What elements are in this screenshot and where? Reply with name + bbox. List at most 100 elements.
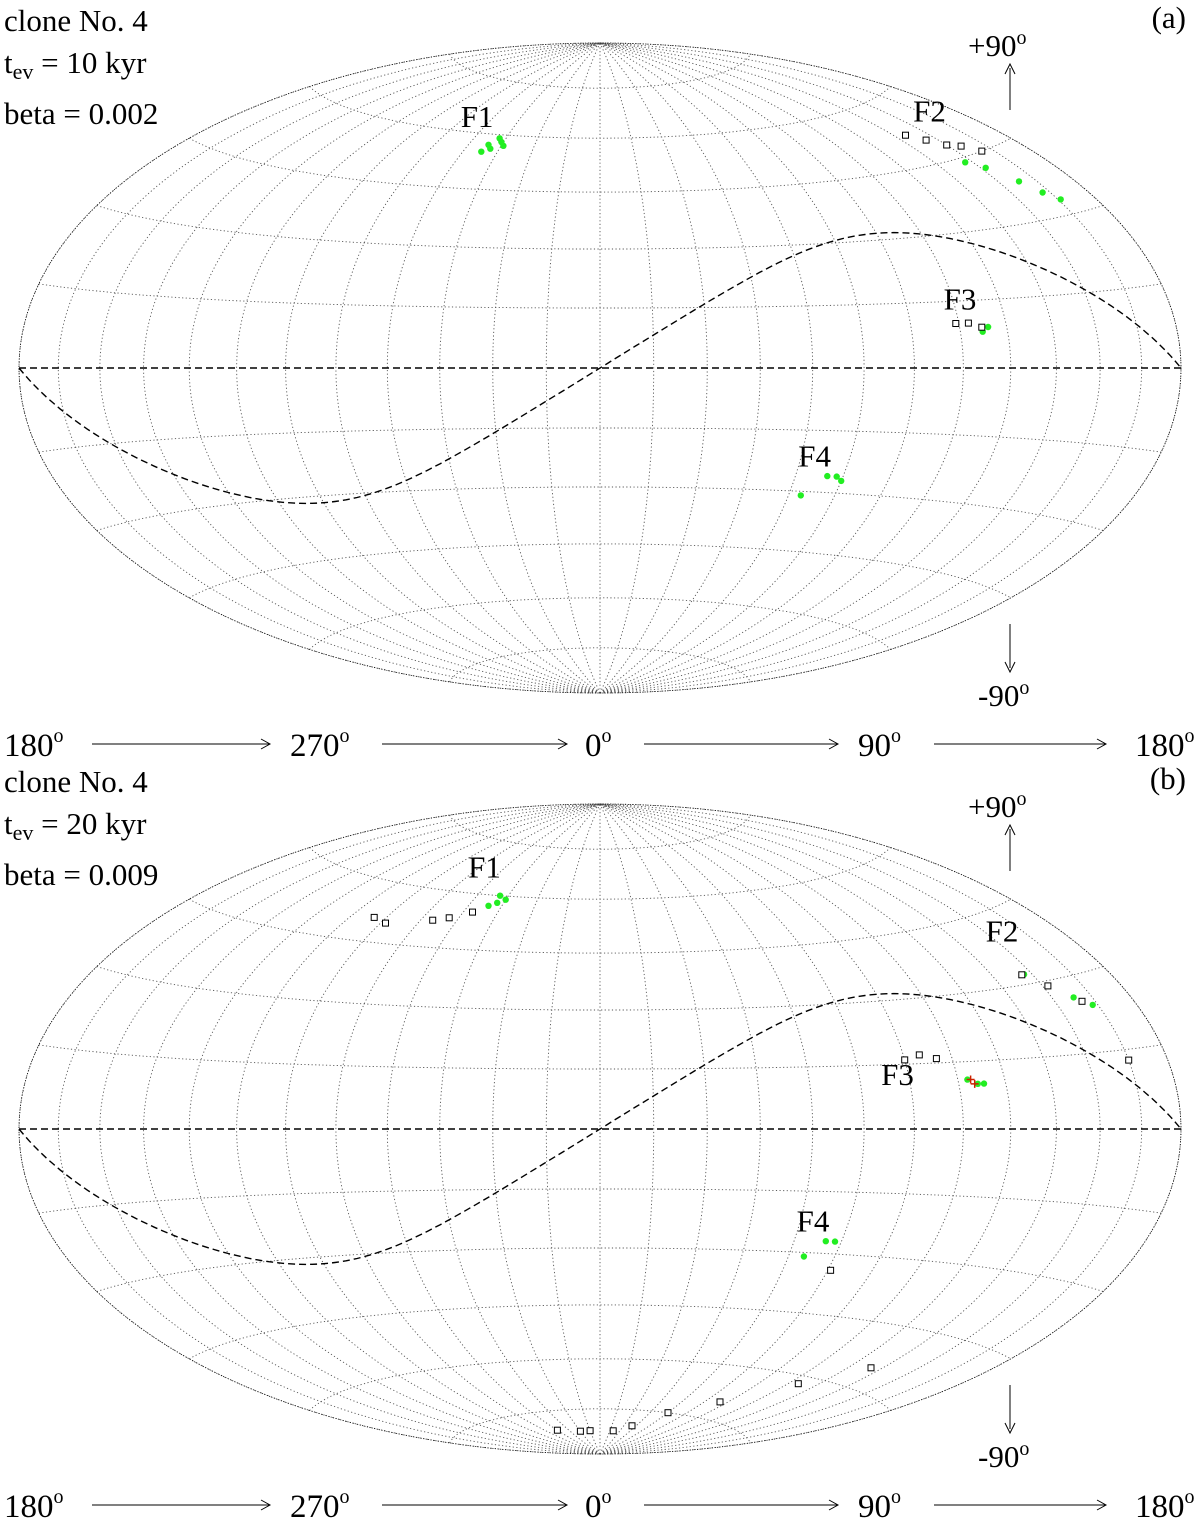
- data-point: [980, 1080, 988, 1087]
- feature-label-f4: F4: [797, 1204, 830, 1239]
- meridian: [599, 42, 915, 694]
- axis-arrowhead: [1096, 1499, 1108, 1511]
- parallel: [38, 1188, 1162, 1214]
- data-point: [494, 899, 501, 906]
- parallel: [309, 847, 891, 900]
- data-point: [576, 1427, 584, 1435]
- meridian: [439, 42, 601, 694]
- degree-mark: o: [1185, 1486, 1195, 1508]
- panel-b: F1 F2 F3 F4 +90o -90o 180o 270o 0o 90o 180o clone …: [0, 761, 1200, 1522]
- data-point: [502, 896, 509, 903]
- data-point: [867, 1364, 875, 1372]
- parallel: [38, 1044, 1162, 1070]
- axis-arrowhead: [260, 738, 272, 750]
- data-point: [915, 1051, 923, 1059]
- north-pole-label: +90o: [968, 27, 1026, 63]
- data-point: [831, 1238, 839, 1245]
- longitude-tick-label: 180o: [4, 1486, 64, 1522]
- data-point: [978, 147, 986, 155]
- meridian: [545, 803, 601, 1455]
- degree-mark: o: [1185, 725, 1195, 747]
- parallel: [188, 137, 1012, 193]
- data-point: [797, 492, 804, 499]
- meridian: [599, 803, 655, 1455]
- meridian: [386, 42, 601, 694]
- meridian: [599, 42, 1101, 694]
- data-point: [1125, 1056, 1133, 1064]
- meridian: [335, 803, 601, 1455]
- data-point: [716, 1398, 724, 1406]
- longitude-axis: 180o 270o 0o 90o 180o: [4, 1486, 1195, 1522]
- degree-mark: o: [340, 725, 350, 747]
- meridian: [599, 803, 915, 1455]
- data-point: [952, 320, 960, 327]
- data-point: [382, 919, 389, 927]
- longitude-tick-label: 0o: [585, 725, 612, 761]
- panel-label: (a): [1151, 0, 1186, 35]
- series-green: [478, 135, 1064, 499]
- longitude-tick-label: 0o: [585, 1486, 612, 1522]
- degree-mark: o: [340, 1486, 350, 1508]
- meridian: [335, 42, 601, 694]
- meridian: [599, 42, 865, 694]
- south-pole-label: -90o: [978, 1438, 1029, 1474]
- data-point: [628, 1422, 636, 1430]
- degree-mark: o: [54, 1486, 64, 1508]
- longitude-tick-label: 180o: [1135, 725, 1195, 761]
- clone-label: clone No. 4: [4, 3, 148, 38]
- data-point: [469, 908, 476, 916]
- meridian: [599, 803, 814, 1455]
- longitude-tick-label: 270o: [290, 1486, 350, 1522]
- degree-mark: o: [602, 725, 612, 747]
- data-point: [664, 1409, 672, 1417]
- data-point: [1070, 994, 1077, 1001]
- north-arrowhead: [1004, 823, 1016, 836]
- meridian: [99, 803, 601, 1455]
- data-point: [370, 913, 378, 921]
- south-arrowhead: [1004, 661, 1016, 674]
- feature-label-f3: F3: [944, 281, 977, 316]
- data-point: [1018, 971, 1026, 979]
- data-point: [609, 1427, 617, 1435]
- data-point: [586, 1427, 594, 1435]
- axis-arrowhead: [828, 1499, 840, 1511]
- meridian: [285, 42, 601, 694]
- degree-mark: o: [602, 1486, 612, 1508]
- meridian: [599, 42, 655, 694]
- beta-label: beta = 0.002: [4, 96, 159, 131]
- meridian: [386, 803, 601, 1455]
- degree-mark: o: [1016, 788, 1026, 810]
- feature-label-f2: F2: [913, 94, 946, 129]
- feature-label-f1: F1: [461, 99, 494, 134]
- ecliptic-curve: [18, 992, 1182, 1266]
- axis-arrowhead: [1096, 738, 1108, 750]
- parallel: [309, 597, 891, 650]
- axis-arrowhead: [557, 738, 569, 750]
- data-point: [794, 1380, 802, 1388]
- longitude-tick-label: 180o: [1135, 1486, 1195, 1522]
- data-point: [1089, 1001, 1096, 1009]
- info-block-a: clone No. 4 tev = 10 kyr beta = 0.002: [4, 0, 158, 135]
- data-point: [922, 136, 930, 144]
- info-block-b: clone No. 4 tev = 20 kyr beta = 0.009: [4, 761, 158, 896]
- panel-label: (b): [1149, 761, 1186, 796]
- data-point: [943, 141, 951, 149]
- beta-label: beta = 0.009: [4, 857, 159, 892]
- parallel: [188, 898, 1012, 954]
- data-point: [838, 477, 845, 485]
- data-point: [822, 1238, 829, 1245]
- data-point: [932, 1055, 940, 1063]
- data-point: [1057, 196, 1064, 203]
- degree-mark: o: [891, 725, 901, 747]
- parallel: [188, 543, 1012, 599]
- data-point: [824, 472, 831, 480]
- series-red: [966, 1075, 979, 1088]
- data-point: [553, 1426, 561, 1434]
- degree-mark: o: [891, 1486, 901, 1508]
- data-point: [966, 1075, 975, 1084]
- data-point: [478, 148, 485, 155]
- axis-arrowhead: [260, 1499, 272, 1511]
- parallel: [38, 283, 1162, 309]
- parallel: [188, 1304, 1012, 1360]
- sky-map-b: F1 F2 F3 F4 +90o -90o 180o 270o 0o 90o 180o: [4, 788, 1195, 1522]
